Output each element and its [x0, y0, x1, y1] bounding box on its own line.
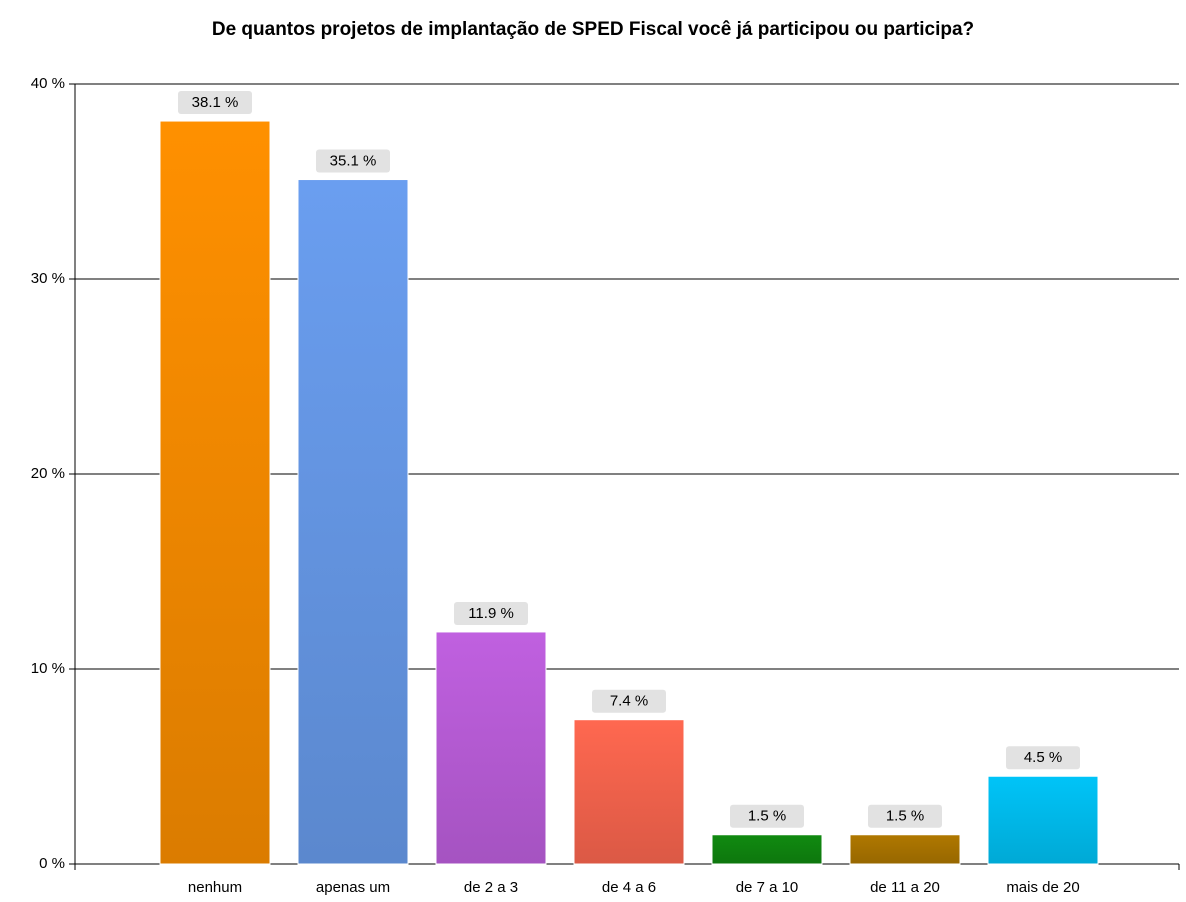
y-tick-label: 10 %	[31, 660, 65, 677]
value-label: 4.5 %	[1024, 749, 1062, 766]
value-label-box	[868, 804, 942, 828]
x-tick-label: de 2 a 3	[464, 879, 518, 896]
x-tick-label: mais de 20	[1006, 879, 1079, 896]
bar	[711, 834, 823, 865]
x-tick-label: de 7 a 10	[736, 879, 799, 896]
y-tick-label: 20 %	[31, 465, 65, 482]
value-label-box	[1006, 746, 1080, 770]
x-tick-label: nenhum	[188, 879, 242, 896]
bar	[297, 179, 409, 865]
bar	[573, 719, 685, 865]
value-label: 35.1 %	[330, 153, 377, 170]
value-label: 1.5 %	[748, 808, 786, 825]
x-tick-label: de 11 a 20	[870, 879, 940, 896]
value-label-box	[730, 804, 804, 828]
y-tick-label: 0 %	[39, 855, 65, 872]
value-label-box	[592, 689, 666, 713]
chart-title: De quantos projetos de implantação de SP…	[212, 19, 974, 40]
value-label-box	[316, 149, 390, 173]
bar	[987, 775, 1099, 865]
value-label: 11.9 %	[468, 605, 514, 622]
x-tick-label: apenas um	[316, 879, 390, 896]
bar	[849, 834, 961, 865]
value-label: 38.1 %	[192, 94, 239, 111]
x-tick-label: de 4 a 6	[602, 879, 656, 896]
bar	[159, 120, 271, 865]
value-label-box	[178, 91, 252, 115]
value-label: 7.4 %	[610, 693, 648, 710]
value-label: 1.5 %	[886, 808, 924, 825]
y-tick-label: 40 %	[31, 75, 65, 92]
y-tick-label: 30 %	[31, 270, 65, 287]
bar	[435, 631, 547, 865]
value-label-box	[454, 601, 528, 625]
